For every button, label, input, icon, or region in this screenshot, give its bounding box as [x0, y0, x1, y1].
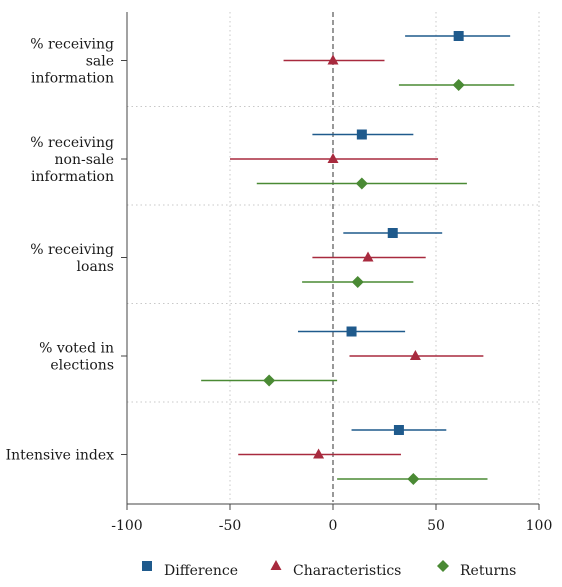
x-tick-label: 0 [329, 518, 338, 534]
series-returns [201, 79, 515, 485]
triangle-point [313, 448, 325, 459]
triangle-point [362, 251, 374, 262]
x-tick-label: 100 [526, 518, 553, 534]
legend-square-swatch [142, 561, 152, 571]
category-label: elections [50, 358, 114, 374]
group-separators [127, 106, 539, 403]
series-difference [297, 31, 511, 435]
category-label: loans [77, 259, 114, 275]
x-tick-label: 50 [427, 518, 445, 534]
legend-label: Difference [164, 563, 238, 579]
category-label: % receiving [30, 242, 114, 258]
diamond-point [351, 276, 364, 288]
x-axis-ticks: -100 -50 0 50 100 [111, 504, 552, 534]
diamond-point [355, 177, 368, 190]
square-point [356, 129, 367, 140]
square-point [387, 228, 398, 238]
diamond-point [452, 79, 465, 91]
category-label: % receiving [30, 37, 114, 53]
series-characteristics [230, 54, 484, 459]
square-point [346, 326, 357, 337]
category-label: % voted in [39, 341, 114, 357]
series-marks [201, 31, 515, 485]
category-label: Intensive index [6, 448, 115, 464]
category-label: information [31, 169, 114, 185]
x-tick-label: -100 [111, 518, 142, 534]
triangle-point [409, 350, 421, 360]
category-label: sale [86, 54, 114, 70]
category-label: information [31, 71, 114, 87]
triangle-point [327, 153, 339, 163]
x-tick-label: -50 [219, 518, 242, 534]
category-label: non-sale [55, 152, 115, 168]
legend-label: Returns [460, 563, 516, 579]
legend-triangle-swatch [270, 560, 282, 570]
diamond-point [407, 473, 420, 485]
diamond-point [263, 374, 276, 387]
category-label: % receiving [30, 135, 114, 151]
triangle-point [327, 54, 339, 65]
legend-diamond-swatch [437, 560, 449, 572]
legend: Difference Characteristics Returns [142, 560, 516, 579]
legend-label: Characteristics [293, 563, 401, 579]
square-point [393, 425, 404, 435]
square-point [453, 31, 464, 41]
